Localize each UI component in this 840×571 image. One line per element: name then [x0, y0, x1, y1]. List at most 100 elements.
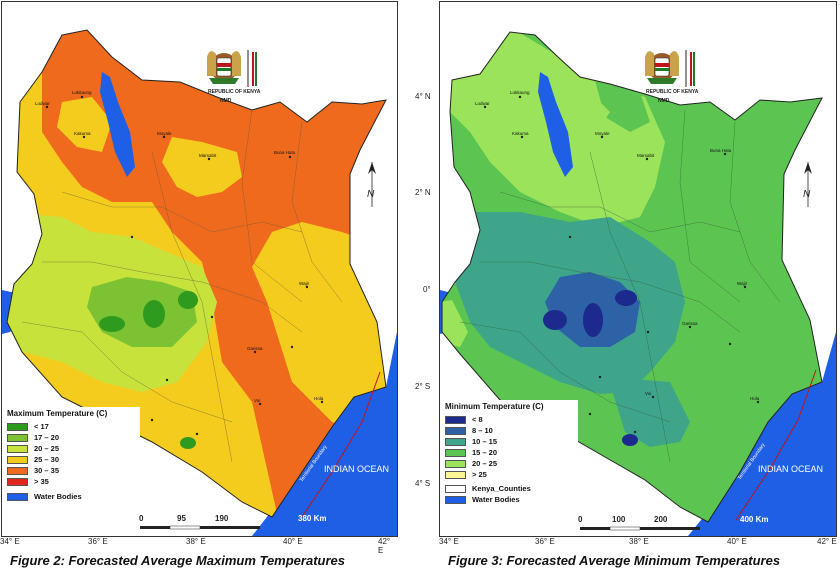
- zone-10-15-south: [608, 377, 690, 447]
- county-borders: [459, 109, 781, 463]
- kenya-outline: [6, 29, 387, 518]
- x-tick-40e: 40° E: [283, 537, 303, 546]
- legend-item: 25 – 30: [7, 454, 140, 465]
- scale-label-0: 0: [139, 514, 144, 523]
- max-temp-map-panel: Territorial Boundary INDIAN OCEAN Lokita…: [0, 0, 398, 555]
- emblem-sub-caption: NMD: [658, 98, 670, 104]
- min-temp-map: Territorial Boundary INDIAN OCEAN Lokita…: [440, 31, 836, 536]
- legend-swatch: [7, 477, 28, 486]
- legend-swatch: [7, 433, 28, 442]
- scale-label-100: 100: [612, 515, 626, 524]
- kenya-coat-of-arms-icon: [207, 50, 257, 87]
- legend-label: 25 – 30: [34, 455, 60, 464]
- x-tick-36e: 36° E: [535, 537, 555, 546]
- x-tick-38e: 38° E: [186, 537, 206, 546]
- town-label-wajir: Wajir: [299, 281, 310, 286]
- legend-item: < 8: [445, 414, 578, 425]
- legend-item: 10 – 15: [445, 436, 578, 447]
- legend-swatch: [7, 492, 28, 501]
- county-borders: [21, 109, 343, 463]
- town-label-marsabit: Marsabit: [637, 153, 655, 158]
- scale-label-380: 380 Km: [298, 514, 327, 523]
- legend-item: 20 – 25: [7, 443, 140, 454]
- legend-item: 15 – 20: [445, 447, 578, 458]
- max-temp-map: Territorial Boundary INDIAN OCEAN Lokita…: [2, 29, 397, 536]
- x-tick-34e: 34° E: [439, 537, 459, 546]
- legend-label: 30 – 35: [34, 466, 60, 475]
- lake-turkana: [100, 72, 135, 177]
- legend-label: > 25: [472, 470, 487, 479]
- svg-text:N: N: [367, 189, 375, 200]
- town-label-buna-hatu: Buna Hatu: [710, 148, 732, 153]
- zone-25-30-turkana: [57, 97, 112, 152]
- max-temp-scale-bar: [140, 525, 260, 530]
- zone-below-8-nyambene: [615, 290, 637, 306]
- legend-swatch: [7, 455, 28, 464]
- town-label-wajir: Wajir: [737, 281, 748, 286]
- emblem-caption: REPUBLIC OF KENYA: [646, 89, 699, 95]
- town-label-marsabit: Marsabit: [199, 153, 217, 158]
- legend-swatch: [445, 448, 466, 457]
- legend-item: 17 – 20: [7, 432, 140, 443]
- legend-label: 8 – 10: [472, 426, 493, 435]
- town-label-lodwar: Lodwar: [475, 101, 490, 106]
- town-label-moyale: Moyale: [157, 131, 172, 136]
- legend-swatch: [445, 495, 466, 504]
- y-tick-0: 0°: [423, 285, 431, 294]
- town-label-lokitaung: Lokitaung: [510, 90, 530, 95]
- town-label-garissa: Garissa: [682, 321, 698, 326]
- indian-ocean: [688, 332, 836, 536]
- legend-label: Water Bodies: [34, 492, 82, 501]
- max-temp-legend: Maximum Temperature (C) < 17 17 – 20 20 …: [5, 407, 140, 529]
- kenya-coat-of-arms-icon: [645, 50, 695, 87]
- y-tick-2n: 2° N: [415, 188, 431, 197]
- figure-3-caption: Figure 3: Forecasted Average Minimum Tem…: [448, 553, 781, 568]
- legend-item: 8 – 10: [445, 425, 578, 436]
- territorial-boundary-line: [735, 369, 817, 521]
- legend-swatch: [445, 459, 466, 468]
- town-label-hola: Hola: [314, 396, 324, 401]
- legend-item: Kenya_Counties: [445, 483, 578, 494]
- legend-label: 15 – 20: [472, 448, 498, 457]
- zone-below-17-taita: [180, 437, 196, 449]
- legend-item: > 25: [445, 469, 578, 480]
- legend-label: < 17: [34, 422, 49, 431]
- legend-swatch: [445, 437, 466, 446]
- legend-label: > 35: [34, 477, 49, 486]
- x-tick-38e: 38° E: [629, 537, 649, 546]
- indian-ocean-label: INDIAN OCEAN: [758, 464, 823, 474]
- legend-item: Water Bodies: [7, 491, 140, 502]
- min-temp-legend-title: Minimum Temperature (C): [445, 402, 544, 411]
- kenya-outline: [441, 31, 823, 523]
- zone-below-8-mt-kenya: [583, 303, 603, 337]
- y-tick-4n: 4° N: [415, 92, 431, 101]
- legend-item: > 35: [7, 476, 140, 487]
- zone-below-8-taita: [622, 434, 638, 446]
- legend-label: Water Bodies: [472, 495, 520, 504]
- zone-below-8-aberdares: [543, 310, 567, 330]
- zone-20-25-lake: [442, 300, 468, 347]
- town-label-voi: Voi: [254, 398, 260, 403]
- legend-swatch: [7, 444, 28, 453]
- emblem-caption: REPUBLIC OF KENYA: [208, 89, 261, 95]
- x-tick-42e: 42° E: [378, 537, 391, 555]
- scale-label-95: 95: [177, 514, 186, 523]
- town-markers: [483, 95, 760, 434]
- x-tick-40e: 40° E: [727, 537, 747, 546]
- legend-item: Water Bodies: [445, 494, 578, 505]
- scale-label-0: 0: [578, 515, 583, 524]
- indian-ocean: [252, 332, 397, 536]
- y-tick-4s: 4° S: [415, 479, 431, 488]
- legend-label: < 8: [472, 415, 483, 424]
- zone-25-30-north: [162, 137, 242, 197]
- legend-swatch: [445, 484, 466, 493]
- x-tick-42e: 42° E: [817, 537, 837, 546]
- town-label-buna-hatu: Buna Hatu: [274, 150, 296, 155]
- max-temp-legend-title: Maximum Temperature (C): [7, 409, 108, 418]
- lake-turkana: [538, 72, 573, 177]
- x-tick-34e: 34° E: [0, 537, 20, 546]
- zone-below-17-aberdares: [99, 316, 125, 332]
- zone-below-17-nyambene: [178, 291, 198, 309]
- legend-label: 17 – 20: [34, 433, 60, 442]
- town-label-kakuma: Kakuma: [512, 131, 529, 136]
